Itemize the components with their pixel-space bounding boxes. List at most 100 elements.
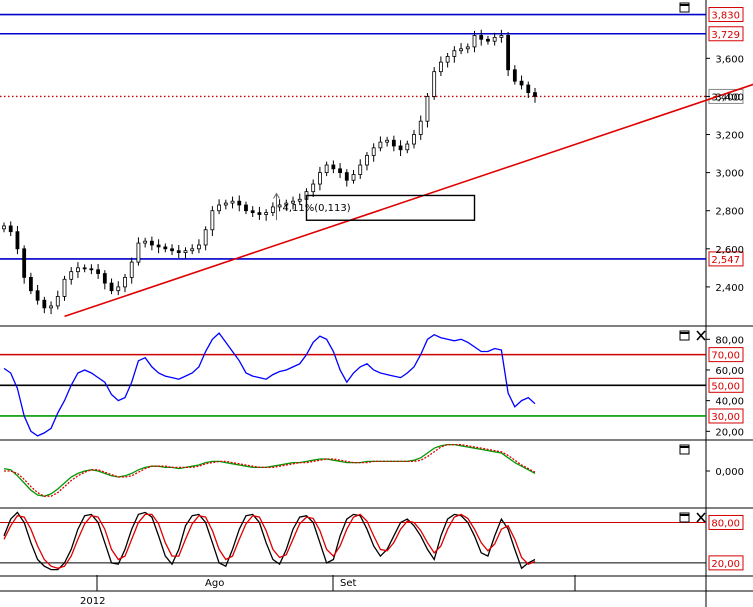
price-candle — [116, 281, 121, 296]
price-candle — [96, 264, 101, 279]
maximize-icon[interactable] — [679, 512, 690, 523]
panel-icons[interactable] — [679, 2, 706, 523]
candle-body — [291, 200, 295, 204]
rsi-level-label: 50,00 — [711, 381, 740, 392]
price-candle — [250, 206, 255, 217]
rsi-level-badge — [708, 347, 744, 363]
candle-body — [203, 229, 208, 246]
price-candle — [210, 206, 215, 237]
candle-body — [391, 139, 396, 147]
price-candle — [136, 237, 141, 266]
candle-body — [331, 164, 336, 170]
price-level-label: 3,729 — [711, 30, 740, 41]
candle-body — [425, 96, 430, 122]
candle-body — [358, 164, 363, 175]
price-ytick-label: 2,600 — [715, 245, 744, 256]
candle-body — [109, 282, 114, 292]
rsi-line — [3, 332, 536, 437]
price-candle — [123, 273, 127, 293]
rsi-ytick-label: 60,00 — [715, 366, 744, 377]
price-candle — [156, 239, 161, 254]
price-candle — [257, 206, 262, 220]
maximize-icon[interactable] — [679, 444, 690, 455]
candle-body — [492, 36, 497, 42]
macd-signal-line — [4, 443, 536, 497]
price-candle — [378, 136, 383, 152]
candle-body — [149, 240, 154, 246]
candle-body — [257, 212, 262, 215]
candle-body — [223, 202, 228, 206]
candle-body — [412, 134, 416, 145]
price-candle — [102, 270, 107, 290]
candle-body — [102, 273, 107, 284]
price-candle — [277, 199, 282, 212]
price-ytick-label: 2,400 — [715, 283, 744, 294]
stoch-d-line — [3, 513, 536, 569]
price-candle — [338, 163, 342, 178]
price-level-badge — [708, 26, 744, 42]
price-level-badge — [708, 251, 744, 267]
price-candle — [425, 93, 430, 128]
price-ytick-label: 3,000 — [715, 169, 744, 180]
candle-body — [217, 204, 221, 212]
candle-body — [270, 206, 275, 214]
price-candle — [35, 285, 40, 305]
x-month-label: Set — [340, 578, 357, 589]
candle-body — [123, 276, 127, 288]
price-level-badge — [708, 7, 744, 23]
price-candle — [15, 225, 20, 255]
price-candle — [344, 169, 349, 187]
axes: 3,600 3,400 3,200 3,000 2,800 2,600 2,400 80,00… — [80, 54, 744, 607]
price-candle — [223, 199, 228, 210]
price-candle — [270, 202, 275, 217]
candle-body — [311, 183, 316, 193]
candle-body — [136, 242, 141, 263]
price-candle — [183, 247, 188, 259]
price-candle — [264, 209, 269, 221]
candle-body — [163, 246, 168, 250]
candle-body — [365, 155, 369, 166]
price-candle — [492, 32, 497, 46]
price-candle — [143, 237, 148, 248]
candle-body — [210, 210, 215, 231]
price-candle — [22, 245, 27, 284]
close-icon[interactable] — [696, 330, 706, 341]
rsi-level-label: 70,00 — [711, 351, 740, 362]
price-candle — [324, 161, 329, 177]
candle-body — [244, 204, 248, 212]
data-series — [2, 29, 537, 571]
stoch-level-label: 20,00 — [711, 559, 740, 570]
price-candle — [203, 226, 208, 251]
candle-body — [533, 92, 537, 97]
price-level-label: 2,547 — [711, 255, 740, 266]
candle-body — [76, 267, 80, 273]
candle-body — [297, 198, 302, 202]
candle-body — [324, 164, 329, 174]
candle-body — [499, 35, 504, 38]
annotations: 4,11%(0,113) — [273, 192, 476, 221]
maximize-icon[interactable] — [679, 2, 690, 13]
price-candle — [479, 29, 484, 46]
price-candle — [499, 29, 504, 43]
price-candle — [351, 169, 356, 184]
price-candle — [190, 244, 195, 255]
price-candle — [512, 65, 517, 85]
candle-body — [55, 296, 60, 307]
candle-body — [69, 271, 74, 280]
candle-body — [512, 69, 517, 82]
candle-body — [432, 71, 437, 97]
close-icon[interactable] — [696, 512, 706, 523]
x-year-label: 2012 — [80, 596, 105, 607]
candle-body — [445, 56, 450, 63]
price-candle — [418, 115, 423, 140]
candle-body — [351, 174, 356, 181]
candle-body — [459, 48, 463, 52]
price-candle — [412, 129, 416, 149]
candle-body — [28, 276, 33, 292]
candle-body — [156, 244, 161, 248]
trendline — [64, 83, 753, 318]
price-candle — [465, 43, 470, 54]
maximize-icon[interactable] — [679, 330, 690, 341]
candle-body — [284, 202, 289, 206]
